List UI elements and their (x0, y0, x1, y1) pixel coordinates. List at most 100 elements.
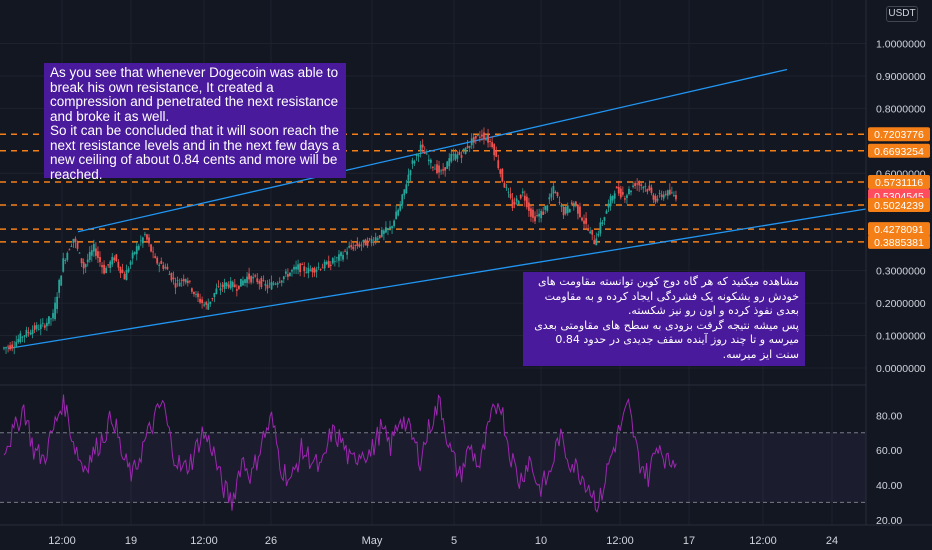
candle-body (133, 251, 136, 254)
candle-body (289, 272, 291, 276)
candle-body (252, 276, 255, 279)
candle-body (258, 281, 261, 284)
candle-body (378, 235, 381, 238)
candle-body (532, 209, 534, 218)
candle-body (462, 148, 465, 151)
candle-body (673, 195, 675, 196)
price-tick-label: 0.8000000 (876, 103, 926, 115)
candle-body (425, 153, 428, 155)
candle-body (542, 211, 545, 215)
candle-body (399, 204, 402, 211)
time-tick-label: 26 (265, 535, 277, 547)
candle-body (117, 261, 120, 268)
candle-body (131, 252, 134, 259)
candle-body (313, 267, 316, 273)
candle-body (327, 260, 330, 268)
candle-body (513, 202, 516, 205)
candle-body (3, 347, 5, 349)
candle-body (611, 195, 614, 201)
candle-body (485, 139, 487, 141)
candle-body (331, 258, 334, 264)
candle-body (354, 244, 357, 246)
candle-body (546, 205, 549, 211)
candle-body (487, 134, 489, 143)
price-tick-label: 0.1000000 (876, 331, 926, 343)
candle-body (640, 184, 643, 186)
candle-body (670, 192, 673, 194)
candle-body (293, 266, 295, 270)
candle-body (370, 239, 373, 244)
candle-body (572, 203, 575, 207)
candle-body (675, 194, 677, 200)
candle-body (530, 208, 532, 217)
candle-body (583, 220, 585, 224)
candle-body (105, 267, 108, 274)
candle-body (472, 137, 475, 143)
level-price-text: 0.3885381 (874, 237, 924, 249)
candle-body (217, 286, 220, 288)
candle-body (660, 194, 663, 197)
candle-body (323, 261, 326, 269)
rsi-tick-label: 60.00 (876, 445, 902, 457)
candle-body (260, 278, 263, 288)
candle-body (278, 281, 281, 283)
candle-body (411, 160, 414, 164)
candle-body (338, 254, 340, 261)
candle-body (17, 339, 20, 343)
candle-body (162, 265, 165, 269)
candle-body (552, 186, 555, 194)
candle-body (397, 209, 400, 216)
candle-body (560, 205, 563, 208)
candle-body (544, 205, 547, 210)
candle-body (325, 261, 328, 265)
candle-body (499, 169, 502, 174)
candle-body (66, 252, 69, 260)
currency-badge[interactable]: USDT (886, 6, 918, 22)
candle-body (593, 240, 596, 245)
candle-body (33, 325, 36, 330)
candle-body (346, 251, 349, 255)
candle-body (60, 275, 63, 286)
candle-body (581, 217, 583, 221)
candle-body (619, 188, 622, 198)
candle-body (221, 284, 224, 287)
candle-body (39, 324, 42, 329)
candle-body (54, 302, 56, 320)
time-tick-label: 12:00 (190, 535, 218, 547)
candle-body (566, 205, 569, 214)
candle-body (652, 194, 655, 200)
candle-body (515, 198, 518, 202)
candle-body (478, 136, 481, 138)
candle-body (201, 299, 204, 304)
candle-body (205, 302, 208, 305)
candle-body (286, 274, 289, 277)
candle-body (636, 183, 639, 185)
candle-body (650, 187, 653, 193)
candle-body (570, 202, 573, 205)
candle-body (264, 283, 267, 286)
candle-body (497, 160, 500, 169)
candle-body (107, 264, 110, 266)
candle-body (213, 292, 216, 298)
candle-body (119, 266, 122, 274)
candle-body (303, 266, 306, 272)
candle-body (666, 190, 669, 196)
candle-body (111, 256, 114, 265)
candle-body (617, 186, 620, 194)
candle-body (58, 279, 61, 293)
candle-body (9, 345, 12, 350)
candle-body (276, 283, 279, 285)
candle-body (270, 281, 273, 290)
candle-body (628, 188, 630, 195)
candle-body (401, 194, 404, 205)
candle-body (250, 276, 253, 283)
candle-body (466, 146, 469, 149)
candle-body (597, 233, 600, 236)
candle-body (84, 264, 87, 268)
candle-body (407, 174, 410, 181)
candle-body (470, 138, 473, 146)
candle-body (368, 238, 371, 240)
candle-body (579, 206, 581, 217)
candle-body (382, 230, 385, 234)
candle-body (80, 258, 83, 264)
